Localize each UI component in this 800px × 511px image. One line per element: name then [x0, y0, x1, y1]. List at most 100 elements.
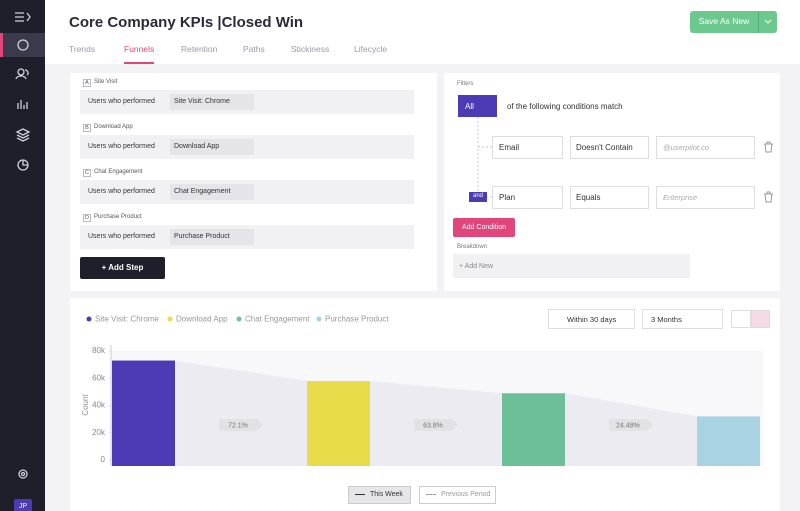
save-button[interactable]: Save As New — [690, 11, 777, 33]
operator-label: Equals — [576, 193, 601, 202]
event-dropdown[interactable] — [170, 184, 254, 200]
save-label: Save As New — [698, 16, 750, 26]
conversion-label: 63.8% — [423, 422, 443, 429]
field-dropdown[interactable] — [492, 186, 563, 209]
match-label: All — [465, 102, 474, 111]
event-label: Purchase Product — [174, 233, 230, 240]
step-name: Site Visit — [94, 79, 118, 85]
add-condition-button[interactable] — [453, 218, 515, 237]
y-axis-label: Count — [81, 394, 90, 416]
conversion-label: 72.1% — [228, 422, 248, 429]
bar — [307, 380, 370, 466]
compare-swatch — [426, 494, 436, 495]
legend-label: Download App — [176, 315, 228, 324]
operator-dropdown[interactable] — [570, 136, 649, 159]
add-step-button[interactable] — [80, 257, 165, 279]
y-tick-label: 40k — [92, 401, 106, 410]
step-prefix: Users who performed — [88, 98, 155, 105]
value-input[interactable] — [656, 136, 755, 159]
operator-dropdown[interactable] — [570, 186, 649, 209]
legend-label: Purchase Product — [325, 315, 389, 324]
value-input[interactable] — [656, 186, 755, 209]
bar — [112, 360, 175, 466]
field-dropdown[interactable] — [492, 136, 563, 159]
step-name: Chat Engagement — [94, 169, 143, 175]
field-label: Plan — [499, 193, 516, 202]
connector-badge — [469, 192, 487, 202]
breakdown-label: Breakdown — [457, 244, 488, 250]
connector-label: and — [472, 193, 483, 199]
sidebar: JP — [0, 0, 45, 511]
line-view-button[interactable] — [731, 310, 751, 328]
add-step-label: + Add Step — [101, 263, 144, 272]
legend-dot — [316, 316, 322, 322]
legend-dot — [167, 316, 173, 322]
add-breakdown[interactable] — [453, 254, 690, 278]
caret — [764, 19, 772, 24]
compare-toggle[interactable] — [348, 486, 411, 504]
legend-dot — [86, 316, 92, 322]
step-name: Purchase Product — [94, 214, 142, 220]
value-placeholder: Enterprise — [663, 193, 698, 202]
avatar[interactable]: JP — [18, 503, 28, 510]
trash-icon — [764, 141, 773, 153]
compare-swatch — [355, 494, 365, 495]
date-label: Within 30 days — [567, 315, 617, 324]
step-letter: D — [83, 214, 91, 222]
compare-toggle[interactable] — [419, 486, 496, 504]
add-breakdown-label: + Add New — [459, 263, 494, 270]
match-button[interactable] — [458, 95, 497, 117]
event-label: Chat Engagement — [174, 188, 231, 195]
divider — [758, 11, 759, 33]
event-dropdown[interactable] — [170, 139, 254, 155]
step-letter: A — [83, 79, 91, 87]
field-label: Email — [499, 143, 520, 152]
date-dropdown[interactable] — [548, 309, 635, 329]
header — [45, 0, 800, 64]
bar — [502, 393, 565, 466]
bar-view-button[interactable] — [751, 310, 770, 328]
legend-dot — [236, 316, 242, 322]
y-tick-label: 20k — [92, 428, 106, 437]
event-dropdown[interactable] — [170, 94, 254, 110]
bar — [697, 416, 760, 466]
event-label: Site Visit: Chrome — [174, 98, 230, 105]
step-prefix: Users who performed — [88, 188, 155, 195]
tab[interactable]: Funnels — [124, 44, 155, 54]
y-tick-label: 0 — [101, 455, 106, 464]
match-text: of the following conditions match — [507, 102, 623, 111]
y-tick-label: 60k — [92, 373, 106, 382]
conversion-label: 24.48% — [616, 422, 640, 429]
tab[interactable]: Paths — [243, 44, 265, 54]
add-condition-label: Add Condition — [462, 224, 506, 231]
sidebar-icons — [0, 12, 45, 511]
tab[interactable]: Retention — [181, 44, 218, 54]
filters-label: Filters — [457, 81, 474, 87]
conversion-badge — [219, 419, 263, 431]
value-placeholder: @userpilot.co — [663, 143, 709, 152]
page-title: Core Company KPIs |Closed Win — [69, 14, 304, 31]
funnel-area — [175, 360, 307, 466]
operator-label: Doesn't Contain — [576, 143, 633, 152]
tab[interactable]: Stickiness — [291, 44, 330, 54]
step-prefix: Users who performed — [88, 143, 155, 150]
trash-icon — [764, 191, 773, 203]
period-dropdown[interactable] — [642, 309, 723, 329]
y-tick-label: 80k — [92, 346, 106, 355]
compare-label: This Week — [370, 491, 403, 498]
tab[interactable]: Trends — [69, 44, 96, 54]
connector-line — [477, 117, 492, 198]
compare-label: Previous Period — [441, 491, 491, 498]
legend-label: Site Visit: Chrome — [95, 315, 159, 324]
conversion-badge — [609, 419, 653, 431]
step-prefix: Users who performed — [88, 233, 155, 240]
conversion-badge — [414, 419, 458, 431]
step-letter: C — [83, 169, 91, 177]
step-name: Download App — [94, 124, 133, 130]
tab[interactable]: Lifecycle — [354, 44, 388, 54]
step-letter: B — [83, 124, 91, 132]
event-label: Download App — [174, 143, 220, 150]
period-label: 3 Months — [651, 315, 682, 324]
event-dropdown[interactable] — [170, 229, 254, 245]
